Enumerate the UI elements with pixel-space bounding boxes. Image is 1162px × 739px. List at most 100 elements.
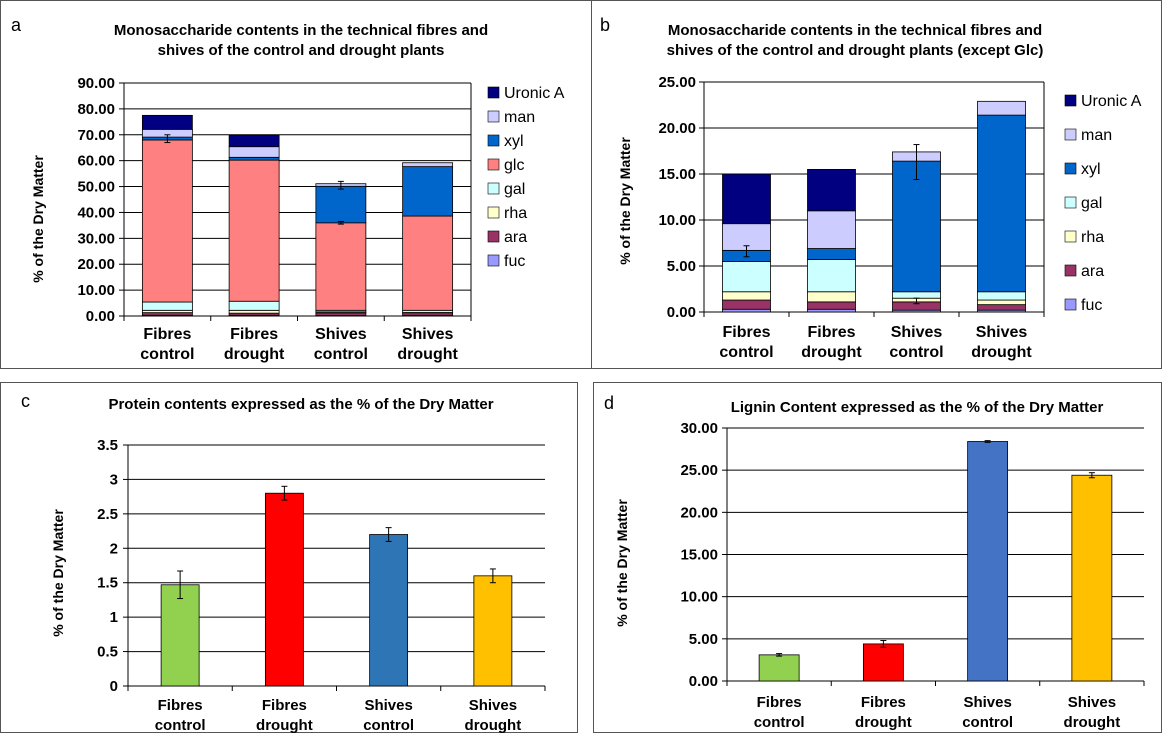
category-label-line-2: control: [962, 714, 1013, 731]
legend-label: gal: [1081, 195, 1102, 212]
y-tick-label: 0.00: [667, 304, 696, 321]
chart-title-line-2: shives of the control and drought plants: [158, 42, 445, 59]
category-label-line-1: Shives: [891, 324, 943, 341]
y-axis-label: % of the Dry Matter: [617, 137, 633, 265]
category-label-line-1: Fibres: [861, 694, 906, 711]
y-tick-label: 10.00: [77, 282, 115, 299]
y-tick-label: 70.00: [77, 127, 115, 144]
legend-label: glc: [504, 157, 524, 174]
bar: [369, 534, 409, 687]
y-tick-label: 3.5: [97, 437, 118, 454]
y-tick-label: 5.00: [689, 631, 718, 648]
bar-segment-xyl: [228, 156, 280, 161]
bar: [160, 584, 200, 687]
y-tick-label: 20.00: [680, 504, 718, 521]
y-tick-label: 0: [110, 678, 118, 695]
y-tick-label: 2.5: [97, 506, 118, 523]
y-axis-label: % of the Dry Matter: [30, 155, 46, 283]
category-label-line-1: Shives: [402, 326, 454, 343]
category-label-line-2: control: [719, 344, 773, 361]
category-label-line-1: Shives: [315, 326, 367, 343]
category-label-line-1: Fibres: [262, 697, 307, 714]
chart-d: d Lignin Content expressed as the % of t…: [604, 393, 1145, 731]
legend-swatch: [487, 86, 500, 99]
category-label-line-2: drought: [224, 346, 285, 363]
bar: [473, 575, 513, 687]
legend-swatch: [487, 254, 500, 267]
legend-swatch: [487, 134, 500, 147]
chart-title: Lignin Content expressed as the % of the…: [731, 399, 1104, 416]
legend-swatch: [1064, 128, 1077, 141]
legend-swatch: [1064, 230, 1077, 243]
y-tick-label: 90.00: [77, 75, 115, 92]
bar-segment-man: [402, 162, 454, 168]
chart-title-line-1: Monosaccharide contents in the technical…: [114, 22, 488, 39]
bar-segment-gal: [228, 300, 280, 311]
y-tick-label: 1: [110, 609, 118, 626]
y-tick-label: 0.00: [689, 673, 718, 690]
y-tick-label: 30.00: [680, 420, 718, 437]
legend-label: Uronic A: [1081, 93, 1142, 110]
bar-segment-uronic-a: [807, 168, 856, 212]
chart-b: b Monosaccharide contents in the technic…: [600, 15, 1142, 361]
category-label-line-2: drought: [801, 344, 862, 361]
y-tick-label: 0.00: [86, 308, 115, 325]
bar-segment-rha: [722, 291, 771, 301]
category-label-line-1: Fibres: [757, 694, 802, 711]
chart-c: c Protein contents expressed as the % of…: [21, 391, 546, 734]
bar-segment-xyl: [402, 166, 454, 217]
bar: [862, 643, 904, 682]
panel-letter-b: b: [600, 15, 610, 35]
chart-a: a Monosaccharide contents in the technic…: [11, 15, 565, 363]
bar-segment-ara: [722, 299, 771, 310]
bar: [758, 654, 800, 682]
bar-segment-fuc: [807, 308, 856, 313]
y-tick-label: 10.00: [658, 212, 696, 229]
legend-label: Uronic A: [504, 85, 565, 102]
category-label-line-2: drought: [1064, 714, 1121, 731]
category-label-line-2: control: [140, 346, 194, 363]
bar-segment-fuc: [722, 308, 771, 313]
bar-segment-man: [977, 100, 1026, 116]
bar-segment-uronic-a: [722, 173, 771, 225]
bar-segment-glc: [141, 139, 193, 303]
bar: [1071, 474, 1113, 682]
category-label-line-1: Shives: [469, 697, 517, 714]
category-label-line-2: drought: [397, 346, 458, 363]
legend-swatch: [1064, 94, 1077, 107]
legend-swatch: [487, 206, 500, 219]
category-label-line-1: Shives: [1068, 694, 1116, 711]
bar-segment-gal: [892, 291, 941, 299]
legend-label: xyl: [504, 133, 524, 150]
bar-segment-uronic-a: [141, 114, 193, 130]
category-label-line-1: Fibres: [722, 324, 770, 341]
bar-segment-glc: [402, 215, 454, 311]
category-label-line-1: Shives: [963, 694, 1011, 711]
category-label-line-1: Fibres: [143, 326, 191, 343]
bar-segment-rha: [228, 309, 280, 314]
category-label-line-1: Shives: [364, 697, 412, 714]
y-tick-label: 1.5: [97, 575, 118, 592]
legend-label: rha: [1081, 229, 1104, 246]
legend-swatch: [487, 110, 500, 123]
y-tick-label: 25.00: [658, 74, 696, 91]
bar-segment-xyl: [892, 160, 941, 293]
y-tick-label: 80.00: [77, 101, 115, 118]
bar-segment-gal: [141, 301, 193, 311]
bar-segment-gal: [807, 259, 856, 293]
category-label-line-1: Fibres: [158, 697, 203, 714]
chart-title: Protein contents expressed as the % of t…: [108, 396, 493, 413]
bar-segment-gal: [977, 291, 1026, 301]
category-label-line-2: control: [314, 346, 368, 363]
legend-label: xyl: [1081, 161, 1101, 178]
legend-swatch: [487, 182, 500, 195]
bar-segment-xyl: [977, 114, 1026, 293]
y-axis-label: % of the Dry Matter: [50, 509, 66, 637]
panel-a: a Monosaccharide contents in the technic…: [0, 0, 592, 369]
bar: [967, 441, 1009, 682]
y-tick-label: 40.00: [77, 204, 115, 221]
y-tick-label: 10.00: [680, 589, 718, 606]
y-tick-label: 50.00: [77, 179, 115, 196]
bar-segment-xyl: [807, 248, 856, 260]
legend-label: man: [1081, 127, 1112, 144]
